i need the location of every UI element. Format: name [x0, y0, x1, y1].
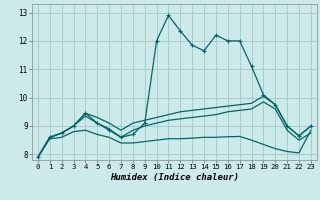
X-axis label: Humidex (Indice chaleur): Humidex (Indice chaleur): [110, 173, 239, 182]
